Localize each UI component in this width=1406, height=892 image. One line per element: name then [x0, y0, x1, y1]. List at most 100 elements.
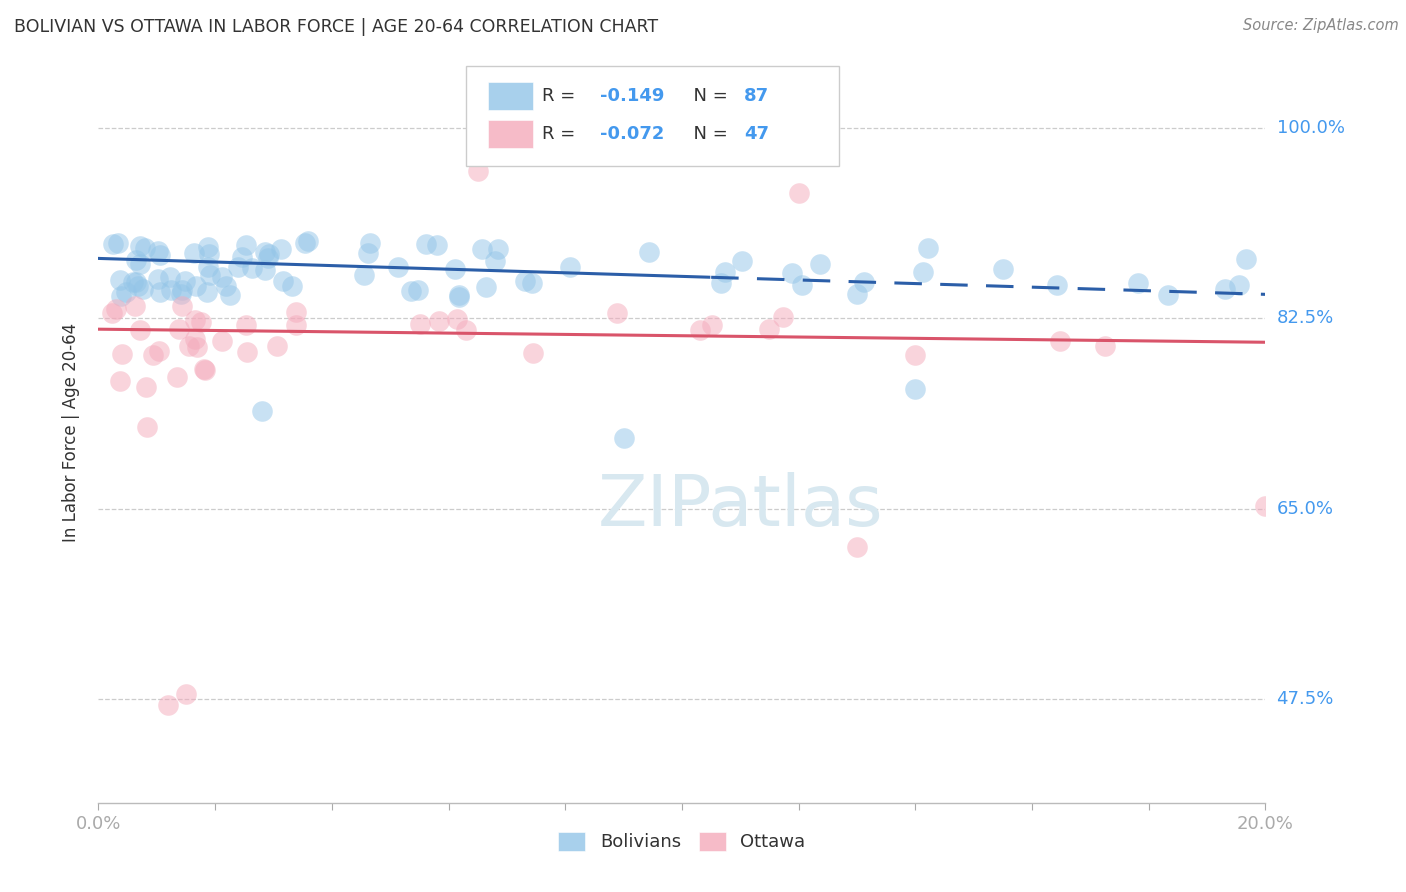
- Point: [142, 348, 165, 362]
- Point: [218, 287, 240, 301]
- Text: 87: 87: [744, 87, 769, 104]
- Point: [446, 311, 468, 326]
- FancyBboxPatch shape: [488, 82, 533, 110]
- Point: [184, 278, 207, 293]
- Point: [111, 346, 134, 360]
- Text: N =: N =: [682, 87, 734, 104]
- Point: [250, 404, 273, 418]
- Text: 47: 47: [744, 125, 769, 144]
- Text: 82.5%: 82.5%: [1277, 310, 1334, 327]
- Point: [211, 334, 233, 349]
- Point: [135, 380, 157, 394]
- Point: [149, 247, 172, 261]
- Legend: Bolivians, Ottawa: Bolivians, Ottawa: [550, 823, 814, 861]
- Point: [904, 382, 927, 396]
- Point: [235, 238, 257, 252]
- Point: [638, 245, 661, 260]
- Point: [184, 332, 207, 346]
- Point: [115, 285, 138, 300]
- Point: [146, 244, 169, 259]
- Point: [730, 253, 752, 268]
- Point: [198, 268, 221, 283]
- Point: [160, 283, 183, 297]
- Text: R =: R =: [541, 125, 581, 144]
- Point: [184, 313, 207, 327]
- Point: [157, 698, 180, 712]
- Point: [444, 261, 467, 276]
- Point: [195, 285, 218, 300]
- Point: [475, 280, 498, 294]
- Point: [522, 345, 544, 359]
- Point: [409, 318, 432, 332]
- Point: [186, 340, 208, 354]
- Point: [159, 270, 181, 285]
- Point: [297, 234, 319, 248]
- Point: [173, 274, 195, 288]
- Point: [135, 419, 157, 434]
- Text: -0.149: -0.149: [600, 87, 665, 104]
- Point: [284, 305, 307, 319]
- Point: [101, 306, 124, 320]
- Point: [359, 235, 381, 250]
- Point: [240, 261, 263, 276]
- Point: [1046, 277, 1069, 292]
- Text: R =: R =: [541, 87, 581, 104]
- Point: [853, 275, 876, 289]
- Point: [271, 274, 294, 288]
- Point: [612, 431, 634, 445]
- Point: [449, 290, 471, 304]
- Point: [183, 245, 205, 260]
- Point: [808, 257, 831, 271]
- Point: [1049, 334, 1071, 348]
- Point: [399, 285, 422, 299]
- Point: [758, 322, 780, 336]
- Point: [169, 287, 191, 301]
- Point: [122, 275, 145, 289]
- Point: [129, 239, 152, 253]
- Point: [266, 339, 288, 353]
- Point: [406, 283, 429, 297]
- Point: [427, 314, 450, 328]
- Point: [714, 265, 737, 279]
- Point: [257, 251, 280, 265]
- Text: N =: N =: [682, 125, 734, 144]
- Point: [174, 687, 197, 701]
- Point: [197, 240, 219, 254]
- Point: [991, 262, 1014, 277]
- FancyBboxPatch shape: [465, 66, 839, 166]
- Point: [170, 283, 193, 297]
- Point: [254, 245, 277, 260]
- Point: [1094, 339, 1116, 353]
- Text: BOLIVIAN VS OTTAWA IN LABOR FORCE | AGE 20-64 CORRELATION CHART: BOLIVIAN VS OTTAWA IN LABOR FORCE | AGE …: [14, 18, 658, 36]
- Point: [558, 260, 581, 274]
- Point: [124, 276, 146, 290]
- Point: [1126, 276, 1149, 290]
- Point: [846, 287, 869, 301]
- Point: [353, 268, 375, 282]
- Point: [780, 266, 803, 280]
- Point: [1254, 499, 1277, 513]
- Point: [702, 318, 724, 332]
- Point: [689, 323, 711, 337]
- Point: [128, 257, 150, 271]
- Point: [470, 242, 492, 256]
- Point: [104, 302, 127, 317]
- Point: [1157, 287, 1180, 301]
- Text: 65.0%: 65.0%: [1277, 500, 1333, 518]
- Point: [415, 236, 437, 251]
- Point: [426, 238, 449, 252]
- Point: [387, 260, 409, 274]
- Point: [228, 260, 250, 274]
- Point: [486, 243, 509, 257]
- Point: [167, 321, 190, 335]
- Point: [107, 235, 129, 250]
- Point: [294, 236, 316, 251]
- Point: [197, 260, 219, 274]
- Point: [110, 289, 132, 303]
- Point: [132, 282, 155, 296]
- Point: [484, 253, 506, 268]
- Point: [1234, 252, 1257, 267]
- Point: [129, 323, 152, 337]
- Point: [456, 323, 478, 337]
- Point: [148, 344, 170, 359]
